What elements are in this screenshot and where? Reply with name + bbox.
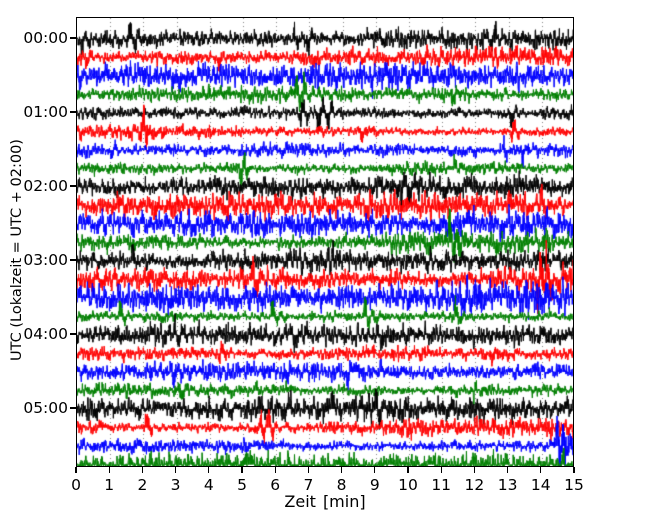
x-axis-tick-label: 15 [564, 476, 584, 494]
x-axis-tick-label: 14 [530, 476, 551, 494]
x-axis-tick-label: 9 [369, 476, 380, 494]
x-axis-tick-mark [573, 467, 575, 473]
y-axis-tick-mark [70, 185, 76, 187]
x-axis-tick-label: 13 [497, 476, 518, 494]
x-axis-tick-mark [473, 467, 476, 473]
x-axis-tick-label: 11 [431, 476, 452, 494]
x-axis-tick-mark [75, 467, 77, 473]
helicorder-traces-canvas [77, 18, 573, 466]
y-axis-tick-mark [70, 111, 76, 113]
x-axis-tick-mark [340, 467, 343, 473]
y-axis-tick-label: 04:00 [23, 325, 68, 343]
y-axis-tick-mark [70, 37, 76, 39]
x-axis-tick-mark [241, 467, 243, 473]
x-axis-tick-label: 7 [303, 476, 314, 494]
x-axis-tick-label: 5 [237, 476, 247, 494]
y-axis-tick-label: 02:00 [23, 177, 68, 195]
y-axis-tick-mark [70, 259, 76, 261]
y-axis-tick-labels: 00:00 01:00 02:00 03:00 04:00 05:00 [0, 0, 68, 520]
x-axis-tick-mark [174, 467, 177, 473]
x-axis-tick-mark [440, 467, 442, 473]
x-axis-tick-mark [540, 467, 542, 473]
x-axis-tick-mark [108, 467, 110, 473]
plot-area [76, 17, 574, 467]
x-axis-tick-mark [141, 467, 144, 473]
x-axis-title-main: Zeit [284, 492, 316, 511]
x-axis-tick-mark [374, 467, 376, 473]
x-axis-tick-label: 6 [270, 476, 281, 494]
y-axis-tick-mark [70, 407, 76, 409]
x-axis-tick-label: 0 [71, 476, 81, 494]
x-axis-tick-label: 1 [104, 476, 115, 494]
x-axis-tick-label: 2 [137, 476, 148, 494]
y-axis-tick-label: 01:00 [23, 103, 68, 121]
x-axis-tick-label: 3 [170, 476, 181, 494]
x-axis-tick-label: 10 [398, 476, 418, 494]
x-axis-tick-mark [506, 467, 509, 473]
x-axis-tick-label: 8 [336, 476, 347, 494]
y-axis-tick-label: 03:00 [23, 251, 68, 269]
x-axis-tick-mark [274, 467, 276, 473]
x-axis-title: Zeit [min] [0, 492, 650, 511]
y-axis-tick-mark [70, 333, 76, 335]
y-axis-title: UTC (Lokalzeit = UTC + 02:00) [9, 139, 25, 361]
x-axis-tick-label: 4 [203, 476, 214, 494]
x-axis-tick-mark [307, 467, 310, 473]
x-axis-title-unit: [min] [322, 492, 366, 511]
x-axis-tick-mark [407, 467, 409, 473]
y-axis-tick-label: 05:00 [23, 399, 68, 417]
y-axis-tick-label: 00:00 [23, 29, 68, 47]
x-axis-tick-mark [208, 467, 210, 473]
x-axis-tick-label: 12 [464, 476, 485, 494]
